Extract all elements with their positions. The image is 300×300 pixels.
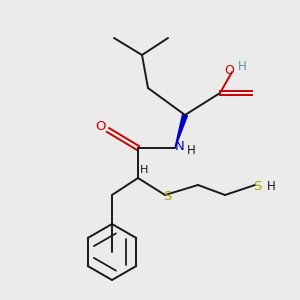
Text: O: O <box>95 121 105 134</box>
Text: S: S <box>163 190 171 203</box>
Text: H: H <box>267 181 275 194</box>
Text: O: O <box>224 64 234 77</box>
Polygon shape <box>175 114 188 148</box>
Text: H: H <box>140 165 148 175</box>
Text: H: H <box>238 61 246 74</box>
Text: H: H <box>187 145 195 158</box>
Text: S: S <box>253 181 261 194</box>
Text: N: N <box>175 140 185 152</box>
